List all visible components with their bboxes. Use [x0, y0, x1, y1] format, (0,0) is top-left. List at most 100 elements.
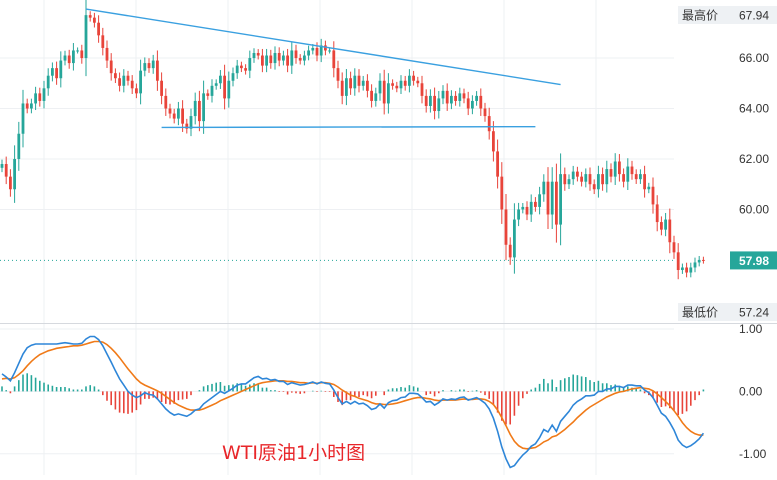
- candle-body: [143, 63, 147, 71]
- candle-body: [357, 75, 361, 86]
- candle-body: [483, 108, 487, 117]
- candle-body: [311, 47, 315, 51]
- candle-body: [622, 174, 625, 182]
- candle-body: [378, 80, 382, 94]
- candle-body: [105, 47, 109, 61]
- candle-body: [458, 93, 462, 101]
- candle-body: [639, 174, 642, 180]
- current-price-box: [730, 251, 777, 270]
- candle-body: [298, 58, 302, 61]
- candle-body: [38, 93, 42, 101]
- candle-body: [576, 171, 579, 177]
- candle-body: [122, 75, 126, 86]
- candle-body: [441, 90, 445, 99]
- candle-body: [210, 85, 214, 96]
- candle-body: [492, 131, 495, 152]
- low-marker: 最低价 57.24: [678, 303, 777, 321]
- candle-body: [681, 267, 684, 271]
- candle-body: [517, 209, 520, 220]
- candle-body: [332, 50, 336, 69]
- candle-body: [555, 181, 558, 225]
- candle-body: [387, 83, 390, 104]
- candle-body: [84, 15, 88, 59]
- candle-body: [319, 45, 323, 56]
- candle-body: [51, 68, 54, 76]
- candle-body: [0, 164, 4, 168]
- candle-body: [273, 52, 277, 64]
- current-price-marker: 57.98: [730, 251, 777, 270]
- candle-body: [618, 161, 621, 175]
- candle-body: [17, 133, 21, 159]
- current-price-value: 57.98: [739, 254, 769, 268]
- candle-body: [235, 65, 239, 74]
- candle-body: [655, 204, 659, 223]
- candle-body: [609, 169, 613, 177]
- candle-body: [72, 50, 75, 64]
- candle-body: [277, 52, 281, 61]
- trendline: [161, 125, 536, 129]
- candle-body: [391, 83, 394, 86]
- candle-body: [269, 55, 273, 64]
- candle-body: [466, 98, 470, 109]
- candle-body: [643, 174, 646, 190]
- candle-body: [487, 116, 491, 132]
- candle-body: [256, 52, 260, 56]
- candle-body: [534, 201, 537, 207]
- macd-line: [1, 335, 705, 469]
- candle-body: [613, 161, 617, 177]
- price-tick-label: 66.00: [739, 51, 769, 65]
- candle-body: [265, 55, 268, 66]
- price-tick-label: 60.00: [739, 202, 769, 216]
- candle-body: [550, 181, 554, 215]
- candle-body: [429, 95, 432, 106]
- candle-body: [231, 73, 235, 81]
- candle-body: [130, 80, 134, 89]
- candle-body: [588, 174, 592, 185]
- candle-body: [147, 63, 151, 69]
- candle-body: [529, 201, 533, 215]
- candle-body: [345, 78, 348, 96]
- candle-body: [307, 50, 310, 56]
- candle-body: [479, 95, 483, 109]
- candle-body: [361, 80, 365, 86]
- candle-body: [513, 219, 516, 258]
- macd-histogram: [1, 373, 705, 425]
- candle-body: [689, 267, 693, 273]
- candle-body: [546, 181, 550, 215]
- candle-body: [500, 176, 504, 210]
- macd-tick-label: -1.00: [739, 447, 767, 461]
- candle-body: [193, 100, 197, 117]
- candle-body: [118, 78, 121, 86]
- candle-body: [597, 174, 600, 190]
- candle-body: [382, 80, 386, 104]
- candle-body: [328, 50, 331, 52]
- candle-body: [76, 50, 79, 52]
- candle-body: [685, 267, 688, 273]
- candle-body: [21, 103, 25, 134]
- low-marker-box: [678, 303, 777, 321]
- candle-body: [496, 151, 499, 177]
- candle-body: [34, 93, 37, 104]
- high-marker-box: [678, 6, 777, 24]
- signal-line: [1, 340, 704, 450]
- candle-body: [399, 80, 403, 89]
- candle-body: [156, 60, 159, 81]
- candle-body: [55, 68, 58, 79]
- candle-body: [349, 78, 352, 89]
- candle-body: [25, 103, 29, 109]
- candle-body: [592, 184, 596, 190]
- candle-body: [336, 68, 340, 81]
- candle-body: [223, 75, 226, 99]
- low-marker-label: 最低价: [682, 306, 718, 320]
- candle-body: [9, 176, 12, 190]
- candle-body: [177, 108, 180, 119]
- candle-body: [88, 15, 92, 18]
- candle-body: [290, 50, 294, 66]
- candle-body: [214, 83, 218, 86]
- candle-body: [626, 166, 630, 182]
- candle-body: [261, 55, 264, 66]
- candle-body: [151, 60, 155, 69]
- indicator-lines: [1, 335, 705, 469]
- trendline-layer: [85, 8, 561, 129]
- candle-body: [538, 194, 541, 207]
